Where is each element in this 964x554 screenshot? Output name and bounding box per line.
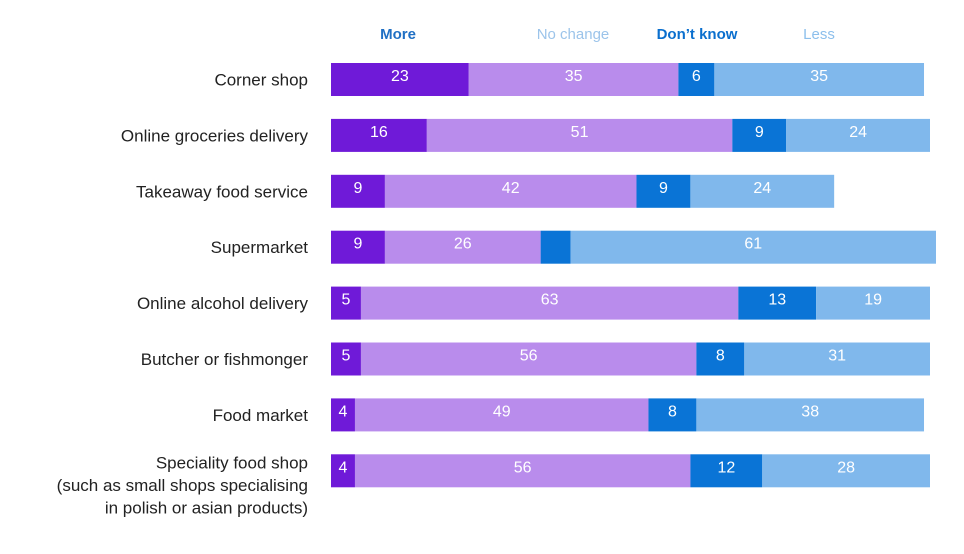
- data-label: 8: [668, 403, 677, 420]
- bar-row: 4 49 8 38: [331, 398, 925, 432]
- bar-segment: [540, 230, 571, 264]
- category-label: Online alcohol delivery: [137, 294, 309, 313]
- bar-segment: [426, 118, 733, 152]
- data-label: 9: [659, 180, 668, 197]
- bar-segment: [360, 286, 739, 320]
- data-label: 8: [716, 348, 725, 365]
- bar-segment: [331, 454, 355, 488]
- bar-row: 16 51 9 24: [331, 118, 930, 152]
- data-label: 24: [753, 180, 771, 197]
- bar-segment: [331, 342, 361, 376]
- data-label: 31: [828, 348, 846, 365]
- bar-segment: [468, 63, 679, 96]
- data-label: 9: [755, 124, 764, 141]
- bar-segment: [786, 118, 930, 152]
- data-label: 42: [502, 180, 520, 197]
- bar-segment: [331, 118, 427, 152]
- bar-segment: [648, 398, 697, 432]
- data-label: 5: [342, 292, 351, 309]
- legend-item-don-t-know: Don’t know: [657, 26, 738, 43]
- category-label: Supermarket: [211, 238, 309, 257]
- bar-segment: [744, 342, 930, 376]
- data-label: 35: [565, 68, 583, 85]
- bar-segment: [732, 118, 787, 152]
- bar-segment: [331, 63, 469, 96]
- category-label: (such as small shops specialising: [57, 476, 308, 495]
- bar-segment: [690, 454, 763, 488]
- bar-segment: [678, 63, 715, 96]
- data-label: 9: [354, 180, 363, 197]
- legend-item-more: More: [380, 26, 416, 43]
- bar-segment: [738, 286, 817, 320]
- category-label: Online groceries delivery: [121, 126, 309, 145]
- bar-row: 5 56 8 31: [331, 342, 930, 376]
- category-label: Food market: [213, 406, 309, 425]
- data-label: 56: [514, 459, 532, 476]
- bar-segment: [354, 398, 649, 432]
- data-label: 49: [493, 403, 511, 420]
- bar-segment: [714, 63, 925, 96]
- bar-segment: [384, 174, 637, 208]
- bar-segment: [331, 174, 385, 208]
- bar-row: 5 63 13 19: [331, 286, 930, 320]
- data-label: 12: [717, 459, 735, 476]
- bar-segment: [696, 342, 745, 376]
- data-label: 28: [837, 459, 855, 476]
- data-label: 63: [541, 292, 559, 309]
- bar-segment: [816, 286, 930, 320]
- bar-segment: [762, 454, 930, 488]
- bar-segment: [690, 174, 835, 208]
- data-label: 6: [692, 68, 701, 85]
- data-label: 61: [744, 236, 762, 253]
- bar-segment: [570, 230, 936, 264]
- bar-segment: [696, 398, 925, 432]
- data-label: 26: [454, 236, 472, 253]
- category-label: Butcher or fishmonger: [141, 350, 309, 369]
- data-label: 24: [849, 124, 867, 141]
- data-label: 13: [768, 292, 786, 309]
- data-label: 16: [370, 124, 388, 141]
- bar-row: 23 35 6 35: [331, 63, 925, 96]
- bar-segment: [331, 398, 355, 432]
- data-label: 5: [342, 348, 351, 365]
- data-label: 56: [520, 348, 538, 365]
- bar-segment: [354, 454, 691, 488]
- data-label: 38: [801, 403, 819, 420]
- legend-item-less: Less: [803, 26, 835, 43]
- bar-row: 9 42 9 24: [331, 174, 835, 208]
- category-label: Corner shop: [214, 71, 308, 90]
- bar-segment: [360, 342, 697, 376]
- bar-segment: [331, 230, 385, 264]
- bar-segment: [331, 286, 361, 320]
- data-label: 9: [354, 236, 363, 253]
- category-labels: Corner shop Online groceries delivery Take…: [57, 71, 309, 518]
- category-label: in polish or asian products): [105, 498, 308, 517]
- data-label: 35: [810, 68, 828, 85]
- bar-segment: [636, 174, 691, 208]
- category-label: Speciality food shop: [156, 453, 308, 472]
- category-label: Takeaway food service: [136, 182, 308, 201]
- data-label: 51: [571, 124, 589, 141]
- legend: More No change Don’t know Less: [380, 26, 835, 43]
- bar-row: 4 56 12 28: [331, 454, 930, 488]
- data-label: 19: [864, 292, 882, 309]
- data-label: 23: [391, 68, 409, 85]
- data-label: 4: [339, 459, 348, 476]
- legend-item-no-change: No change: [537, 26, 610, 43]
- bar-segment: [384, 230, 541, 264]
- data-label: 4: [339, 403, 348, 420]
- bar-row: 9 26 61: [331, 230, 936, 264]
